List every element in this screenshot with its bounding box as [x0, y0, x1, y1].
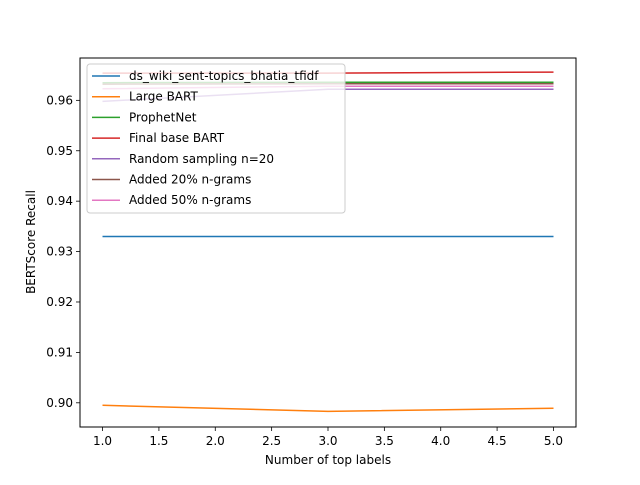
- y-axis-ticks: 0.90 0.91 0.92 0.93 0.94 0.95 0.96: [46, 93, 80, 410]
- x-axis-ticks: 1.0 1.5 2.0 2.5 3.0 3.5 4.0 4.5 5.0: [93, 427, 563, 448]
- x-tick-label: 1.0: [93, 434, 112, 448]
- legend-box: [86, 63, 346, 214]
- y-tick-label: 0.96: [46, 93, 73, 107]
- legend-label: Final base BART: [129, 131, 225, 145]
- x-tick-label: 5.0: [544, 434, 563, 448]
- legend-label: Random sampling n=20: [129, 152, 274, 166]
- legend: ds_wiki_sent-topics_bhatia_tfidf Large BA…: [86, 63, 346, 214]
- y-tick-label: 0.91: [46, 345, 73, 359]
- x-tick-label: 4.5: [488, 434, 507, 448]
- x-tick-label: 4.0: [431, 434, 450, 448]
- y-tick-label: 0.92: [46, 295, 73, 309]
- legend-label: ProphetNet: [129, 110, 197, 124]
- x-tick-label: 2.5: [262, 434, 281, 448]
- x-tick-label: 3.0: [318, 434, 337, 448]
- legend-label: Added 20% n-grams: [129, 173, 251, 187]
- x-tick-label: 2.0: [206, 434, 225, 448]
- y-tick-label: 0.95: [46, 144, 73, 158]
- legend-label: Large BART: [129, 90, 198, 104]
- y-tick-label: 0.93: [46, 245, 73, 259]
- x-tick-label: 1.5: [149, 434, 168, 448]
- legend-label: Added 50% n-grams: [129, 193, 251, 207]
- y-axis-label: BERTScore Recall: [24, 190, 38, 294]
- y-tick-label: 0.90: [46, 396, 73, 410]
- y-tick-label: 0.94: [46, 194, 73, 208]
- series-line-2: [102, 404, 554, 413]
- x-tick-label: 3.5: [375, 434, 394, 448]
- legend-label: ds_wiki_sent-topics_bhatia_tfidf: [129, 69, 319, 83]
- x-axis-label: Number of top labels: [265, 453, 391, 467]
